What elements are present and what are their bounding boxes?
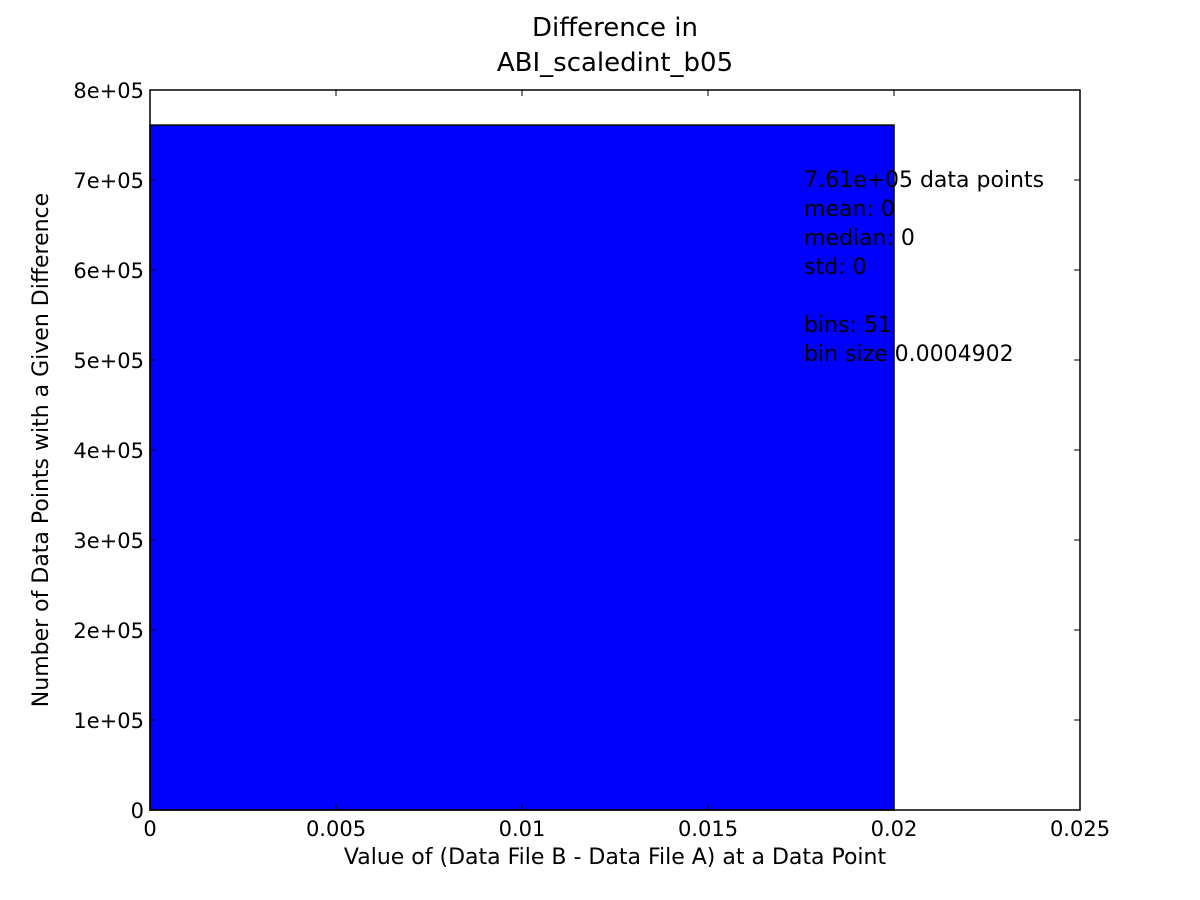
- y-tick-label: 5e+05: [73, 349, 144, 373]
- y-tick-label: 8e+05: [73, 79, 144, 103]
- x-tick-label: 0.01: [499, 817, 546, 841]
- stats-line: bin size 0.0004902: [804, 342, 1014, 367]
- y-tick-label: 6e+05: [73, 259, 144, 283]
- y-axis-ticks: 0 1e+05 2e+05 3e+05 4e+05 5e+05 6e+05 7e+05 8e+0…: [73, 79, 1080, 823]
- stats-line: median: 0: [804, 226, 915, 251]
- x-tick-label: 0.005: [306, 817, 366, 841]
- stats-line: mean: 0: [804, 197, 895, 222]
- y-tick-label: 4e+05: [73, 439, 144, 463]
- stats-line: bins: 51: [804, 313, 892, 338]
- x-axis-ticks: 0 0.005 0.01 0.015 0.02 0.025: [143, 90, 1110, 841]
- x-tick-label: 0.02: [871, 817, 918, 841]
- x-tick-label: 0.025: [1050, 817, 1110, 841]
- stats-annotation: 7.61e+05 data points mean: 0 median: 0 std:…: [804, 168, 1044, 367]
- stats-line: std: 0: [804, 255, 866, 280]
- bars-layer: [149, 124, 895, 811]
- x-axis-label: Value of (Data File B - Data File A) at …: [344, 845, 887, 870]
- x-tick-label: 0: [143, 817, 156, 841]
- y-axis-label: Number of Data Points with a Given Diffe…: [29, 193, 54, 707]
- y-tick-label: 1e+05: [73, 709, 144, 733]
- y-tick-label: 2e+05: [73, 619, 144, 643]
- y-tick-label: 0: [131, 799, 144, 823]
- stats-line: 7.61e+05 data points: [804, 168, 1044, 193]
- x-tick-label: 0.015: [678, 817, 738, 841]
- histogram-bar: [149, 124, 895, 811]
- chart-title-line-1: Difference in: [532, 13, 698, 43]
- chart-title-line-2: ABI_scaledint_b05: [497, 48, 733, 78]
- y-tick-label: 7e+05: [73, 169, 144, 193]
- y-tick-label: 3e+05: [73, 529, 144, 553]
